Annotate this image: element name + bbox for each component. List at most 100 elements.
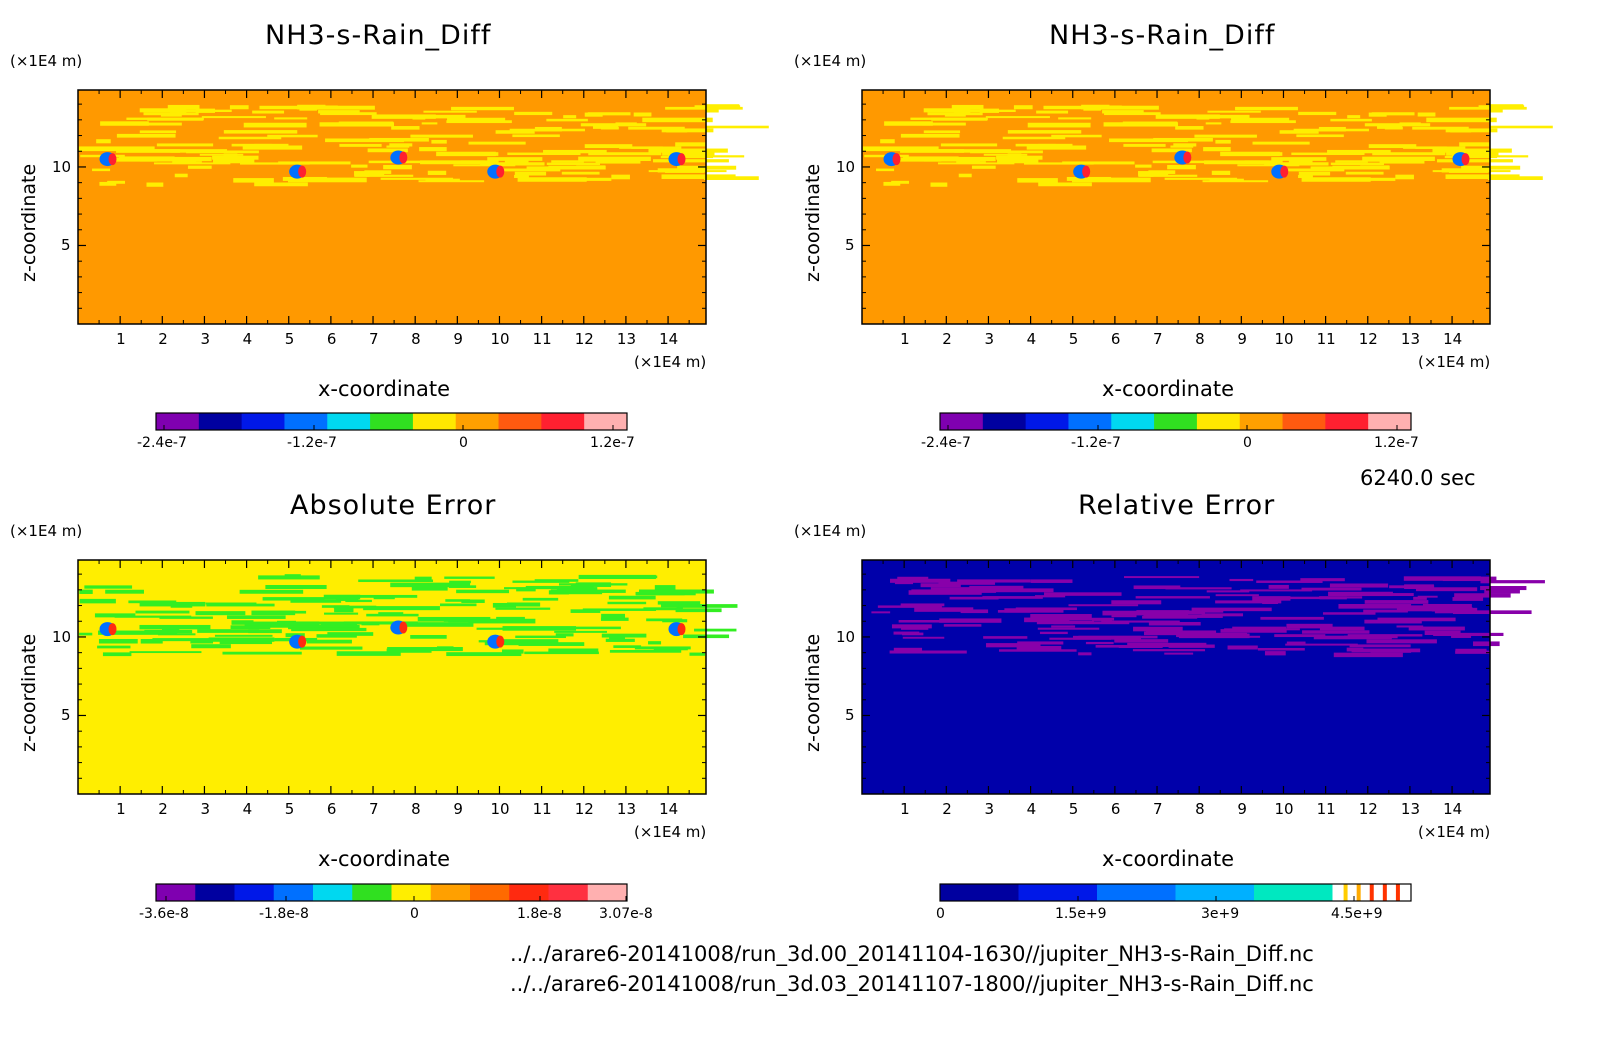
heatmap-cell xyxy=(548,649,580,653)
heatmap-cell xyxy=(943,624,982,627)
heatmap-cell xyxy=(267,134,318,138)
heatmap-cell xyxy=(336,651,401,656)
heatmap-cell xyxy=(677,153,686,166)
heatmap-cell xyxy=(274,637,318,642)
heatmap-cell xyxy=(1135,164,1152,168)
heatmap-cell xyxy=(1165,587,1232,590)
heatmap-cell xyxy=(437,646,454,649)
heatmap-cell xyxy=(1148,170,1176,174)
heatmap-cell xyxy=(1194,134,1257,138)
heatmap-cell xyxy=(390,582,471,588)
heatmap-cell xyxy=(1212,114,1250,119)
heatmap-cell xyxy=(1085,641,1114,645)
heatmap-cell xyxy=(922,122,966,126)
heatmap-cell xyxy=(321,605,350,608)
heatmap-cell xyxy=(1372,152,1446,156)
heatmap-cell xyxy=(1384,126,1403,130)
heatmap-cell xyxy=(1445,174,1520,179)
heatmap-cell xyxy=(190,638,214,644)
heatmap-cell xyxy=(318,110,360,114)
heatmap-cell xyxy=(1136,610,1190,613)
heatmap-cell xyxy=(289,164,306,179)
x-tick-label: 4 xyxy=(242,800,253,818)
heatmap-cell xyxy=(445,599,471,602)
heatmap-cell xyxy=(258,575,320,580)
heatmap-cell xyxy=(1403,146,1447,149)
heatmap-cell xyxy=(147,117,204,121)
heatmap-cell xyxy=(495,607,551,610)
x-tick-label: 9 xyxy=(453,330,463,348)
heatmap-cell xyxy=(1332,165,1390,170)
heatmap-cell xyxy=(428,114,466,119)
colorbar-swatch xyxy=(940,413,984,430)
heatmap-cell xyxy=(957,579,1031,583)
heatmap-cell xyxy=(893,631,920,635)
heatmap-cell xyxy=(864,154,909,158)
heatmap-cell xyxy=(1168,644,1215,648)
heatmap-cell xyxy=(1118,645,1163,648)
heatmap-cell xyxy=(152,638,219,642)
heatmap-cell xyxy=(1444,155,1498,159)
heatmap-cell xyxy=(1285,643,1358,646)
heatmap-cell xyxy=(399,151,408,164)
heatmap-cell xyxy=(1167,164,1196,170)
heatmap-cell xyxy=(1313,636,1392,640)
heatmap-cell xyxy=(222,651,302,655)
heatmap-cell xyxy=(949,109,1016,113)
heatmap-cell xyxy=(502,649,524,654)
heatmap-cell xyxy=(1381,605,1462,608)
heatmap-cell xyxy=(159,616,213,619)
heatmap-cell xyxy=(1449,106,1527,110)
heatmap-cell xyxy=(1487,176,1543,180)
x-tick-label: 12 xyxy=(1358,800,1378,818)
heatmap-cell xyxy=(1445,128,1498,133)
colorbar-swatch xyxy=(498,413,542,430)
heatmap-cell xyxy=(927,112,983,116)
heatmap-cell xyxy=(1452,155,1529,158)
heatmap-cell xyxy=(580,123,647,127)
colorbar-swatch xyxy=(1282,413,1326,430)
heatmap-cell xyxy=(1174,150,1191,165)
heatmap-cell xyxy=(1178,633,1250,639)
x-tick-label: 8 xyxy=(411,800,421,818)
heatmap-cell xyxy=(380,177,454,180)
heatmap-background xyxy=(862,90,1490,324)
heatmap-cell xyxy=(191,644,231,649)
heatmap-cell xyxy=(1318,635,1398,639)
heatmap-cell xyxy=(556,589,615,593)
x-tick-label: 9 xyxy=(1237,330,1247,348)
heatmap-cell xyxy=(208,637,275,642)
heatmap-cell xyxy=(144,629,193,634)
heatmap-cell xyxy=(1017,178,1058,183)
heatmap-cell xyxy=(390,150,407,165)
heatmap-cell xyxy=(1396,607,1473,612)
heatmap-cell xyxy=(1142,615,1198,619)
heatmap-cell xyxy=(657,168,708,173)
heatmap-cell xyxy=(1004,608,1064,613)
heatmap-cell xyxy=(938,581,996,585)
heatmap-cell xyxy=(1450,129,1472,133)
heatmap-cell xyxy=(1164,177,1238,180)
heatmap-cell xyxy=(608,595,656,600)
heatmap-cell xyxy=(550,589,596,594)
heatmap-cell xyxy=(79,589,93,594)
heatmap-cell xyxy=(694,628,737,632)
colorbar-swatch xyxy=(352,884,392,901)
heatmap-cell xyxy=(1224,628,1300,631)
colorbar-swatch xyxy=(1239,413,1284,430)
heatmap-cell xyxy=(977,588,1054,593)
heatmap-cell xyxy=(1036,620,1074,625)
x-unit-label: (×1E4 m) xyxy=(634,353,707,371)
heatmap-cell xyxy=(705,125,769,129)
colorbar-marker xyxy=(1369,884,1374,901)
heatmap-cell xyxy=(631,146,682,149)
heatmap-cell xyxy=(284,574,301,579)
heatmap-cell xyxy=(231,143,289,147)
heatmap-cell xyxy=(1205,122,1222,125)
heatmap-cell xyxy=(427,170,447,175)
heatmap-cell xyxy=(366,613,419,617)
heatmap-cell xyxy=(1034,595,1066,598)
heatmap-cell xyxy=(277,620,296,624)
heatmap-cell xyxy=(634,646,691,650)
